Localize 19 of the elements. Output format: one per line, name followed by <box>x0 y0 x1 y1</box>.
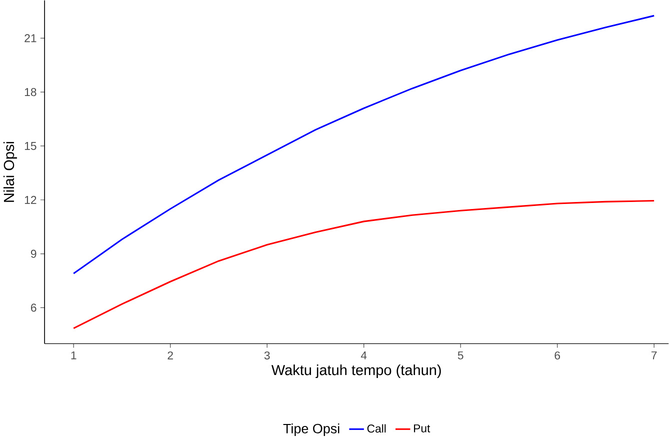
y-tick-label: 15 <box>24 142 36 150</box>
x-axis-title: Waktu jatuh tempo (tahun) <box>271 364 441 378</box>
x-tick-label: 7 <box>651 351 657 360</box>
x-tick-label: 3 <box>264 351 270 360</box>
line-series <box>72 200 655 330</box>
y-tick-label: 21 <box>24 34 36 42</box>
x-tick-label: 4 <box>360 351 367 360</box>
y-tick-label: 18 <box>24 88 36 96</box>
y-tick-label: 12 <box>24 196 36 204</box>
x-tick-label: 2 <box>168 351 173 360</box>
x-tick-label: 1 <box>71 351 76 360</box>
y-tick-label: 9 <box>30 250 36 258</box>
legend-label: Put <box>414 424 430 432</box>
y-tick-label: 6 <box>31 304 36 312</box>
x-tick-label: 5 <box>458 351 464 360</box>
legend-title: Tipe Opsi <box>283 424 340 436</box>
legend-label: Call <box>367 424 386 433</box>
y-axis-title: Nilai Opsi <box>3 142 17 202</box>
x-tick-label: 6 <box>554 351 560 360</box>
